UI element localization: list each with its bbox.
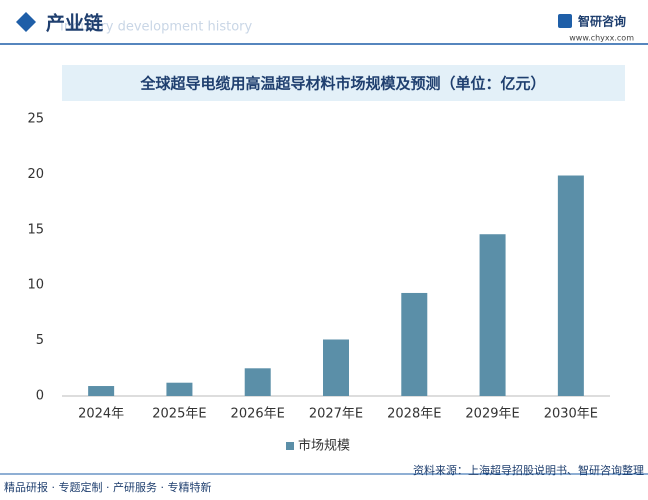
logo: 智研咨询 [577, 14, 626, 29]
y-tick-label: 5 [36, 333, 44, 348]
x-tick-label: 2025年E [152, 407, 206, 422]
footer-services: 精品研报 · 专题定制 · 产研服务 · 专精特新 [4, 480, 211, 494]
footer-source: 资料来源：上海超导招股说明书、智研咨询整理 [413, 463, 644, 477]
bar [401, 292, 428, 396]
chart-title: 全球超导电缆用高温超导材料市场规模及预测（单位：亿元） [139, 75, 545, 93]
y-tick-label: 25 [27, 112, 44, 127]
bar [557, 175, 584, 396]
x-tick-label: 2028年E [387, 407, 441, 422]
legend-swatch [286, 442, 294, 450]
x-tick-label: 2030年E [544, 407, 598, 422]
y-tick-label: 15 [27, 222, 44, 237]
bar [166, 382, 193, 396]
x-tick-label: 2029年E [465, 407, 519, 422]
bar [88, 386, 115, 396]
bar [323, 339, 349, 396]
x-tick-label: 2024年 [78, 407, 124, 422]
website: www.chyxx.com [569, 34, 634, 43]
x-tick-label: 2026年E [231, 407, 285, 422]
y-tick-label: 20 [27, 167, 44, 182]
bar [479, 234, 506, 396]
bar [244, 368, 271, 396]
legend-label: 市场规模 [298, 438, 350, 454]
logo-icon [558, 14, 572, 28]
header-title: 产业链 [46, 12, 103, 35]
x-tick-label: 2027年E [309, 407, 363, 422]
y-tick-label: 0 [36, 389, 44, 404]
header-icon [16, 12, 36, 32]
y-tick-label: 10 [27, 278, 44, 293]
header-subtitle: Industry development history [60, 20, 253, 35]
title-bar [62, 65, 625, 101]
